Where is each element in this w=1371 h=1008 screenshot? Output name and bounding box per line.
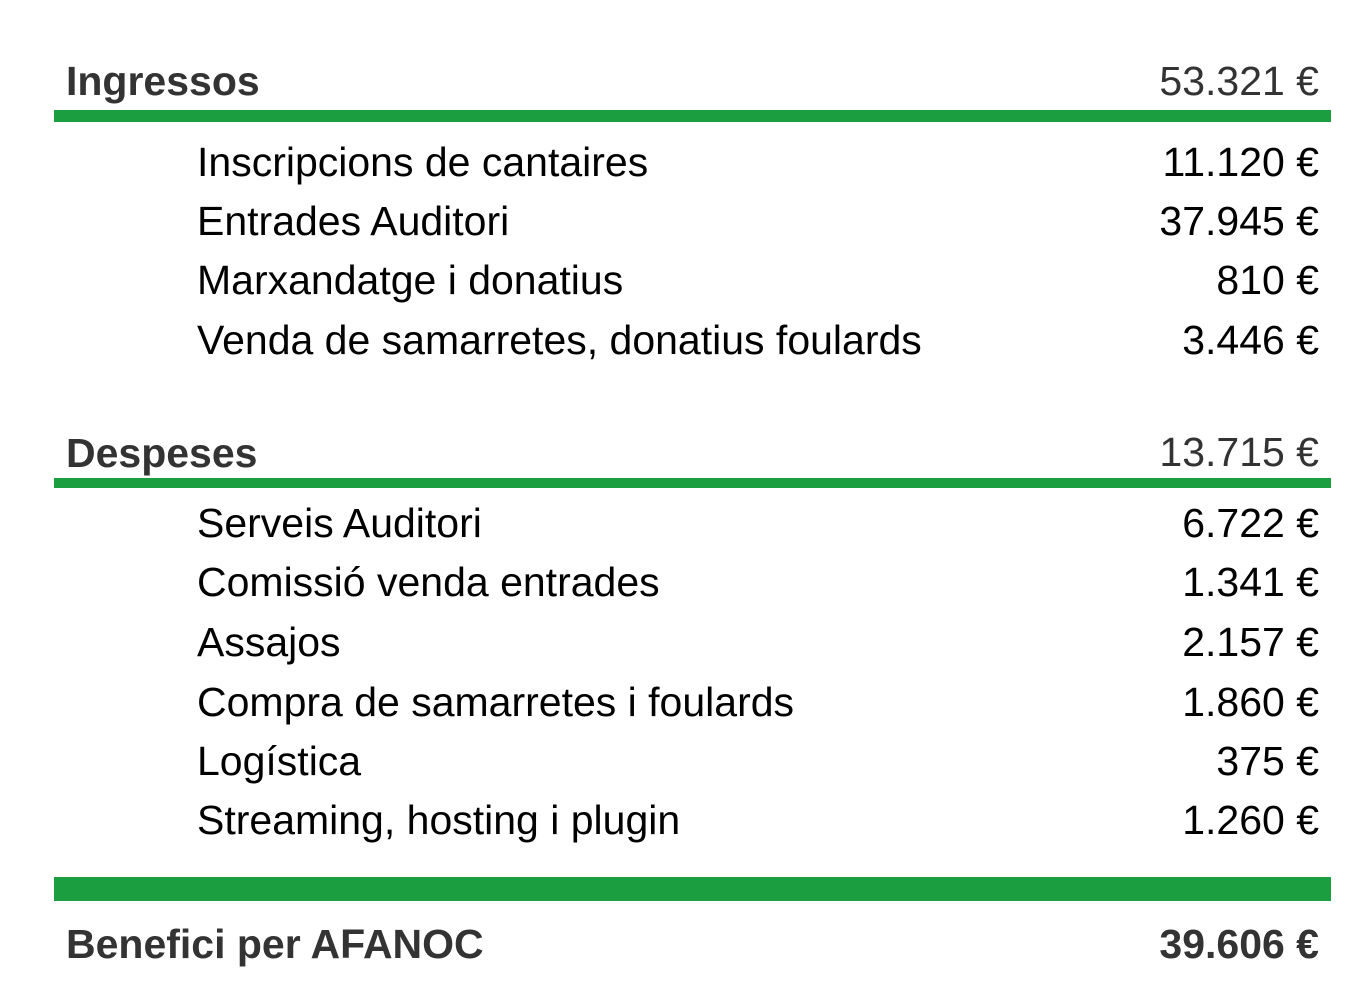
ingressos-item-value: 37.945 € bbox=[1159, 198, 1319, 244]
ingressos-heading: Ingressos bbox=[66, 58, 260, 104]
despeses-divider bbox=[54, 478, 1331, 488]
despeses-item-label: Streaming, hosting i plugin bbox=[197, 797, 681, 843]
result-label: Benefici per AFANOC bbox=[66, 921, 484, 967]
despeses-item-value: 2.157 € bbox=[1182, 619, 1319, 665]
ingressos-item-label: Venda de samarretes, donatius foulards bbox=[197, 317, 922, 363]
result-divider bbox=[54, 877, 1331, 901]
ingressos-item-value: 810 € bbox=[1216, 257, 1319, 303]
despeses-item-label: Logística bbox=[197, 738, 362, 784]
ingressos-item-value: 3.446 € bbox=[1182, 317, 1319, 363]
ingressos-item-label: Entrades Auditori bbox=[197, 198, 510, 244]
despeses-item-label: Serveis Auditori bbox=[197, 500, 482, 546]
ingressos-item-label: Inscripcions de cantaires bbox=[197, 139, 649, 185]
despeses-item-value: 1.260 € bbox=[1182, 797, 1319, 843]
despeses-item-value: 1.341 € bbox=[1182, 559, 1319, 605]
ingressos-item-value: 11.120 € bbox=[1162, 139, 1319, 185]
despeses-item-value: 1.860 € bbox=[1182, 679, 1319, 725]
despeses-item-value: 375 € bbox=[1216, 738, 1319, 784]
despeses-item-label: Comissió venda entrades bbox=[197, 559, 660, 605]
result-value: 39.606 € bbox=[1159, 921, 1319, 967]
ingressos-item-label: Marxandatge i donatius bbox=[197, 257, 624, 303]
despeses-item-value: 6.722 € bbox=[1182, 500, 1319, 546]
despeses-total: 13.715 € bbox=[1159, 429, 1319, 475]
despeses-item-label: Assajos bbox=[197, 619, 341, 665]
despeses-heading: Despeses bbox=[66, 430, 258, 476]
ingressos-total: 53.321 € bbox=[1159, 58, 1319, 104]
despeses-item-label: Compra de samarretes i foulards bbox=[197, 679, 795, 725]
ingressos-divider bbox=[54, 110, 1331, 122]
